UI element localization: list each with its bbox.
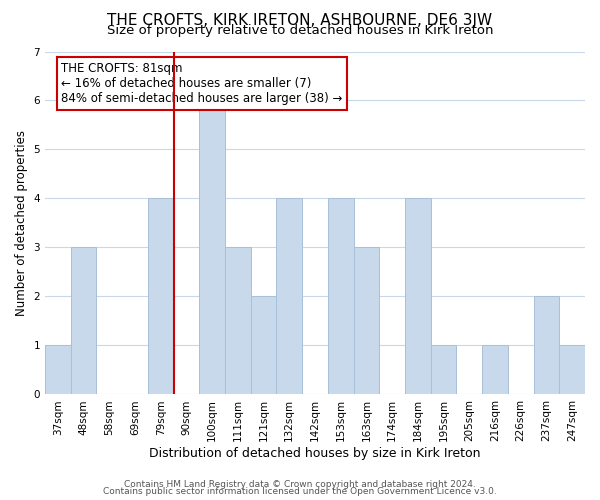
- Text: THE CROFTS, KIRK IRETON, ASHBOURNE, DE6 3JW: THE CROFTS, KIRK IRETON, ASHBOURNE, DE6 …: [107, 12, 493, 28]
- Text: Contains HM Land Registry data © Crown copyright and database right 2024.: Contains HM Land Registry data © Crown c…: [124, 480, 476, 489]
- X-axis label: Distribution of detached houses by size in Kirk Ireton: Distribution of detached houses by size …: [149, 447, 481, 460]
- Bar: [431, 346, 457, 395]
- Bar: [482, 346, 508, 395]
- Bar: [277, 198, 302, 394]
- Bar: [559, 346, 585, 395]
- Text: Contains public sector information licensed under the Open Government Licence v3: Contains public sector information licen…: [103, 488, 497, 496]
- Y-axis label: Number of detached properties: Number of detached properties: [15, 130, 28, 316]
- Bar: [148, 198, 173, 394]
- Text: THE CROFTS: 81sqm
← 16% of detached houses are smaller (7)
84% of semi-detached : THE CROFTS: 81sqm ← 16% of detached hous…: [61, 62, 343, 105]
- Bar: [405, 198, 431, 394]
- Bar: [328, 198, 353, 394]
- Bar: [533, 296, 559, 394]
- Bar: [251, 296, 277, 394]
- Text: Size of property relative to detached houses in Kirk Ireton: Size of property relative to detached ho…: [107, 24, 493, 37]
- Bar: [199, 100, 225, 395]
- Bar: [353, 248, 379, 394]
- Bar: [71, 248, 97, 394]
- Bar: [225, 248, 251, 394]
- Bar: [45, 346, 71, 395]
